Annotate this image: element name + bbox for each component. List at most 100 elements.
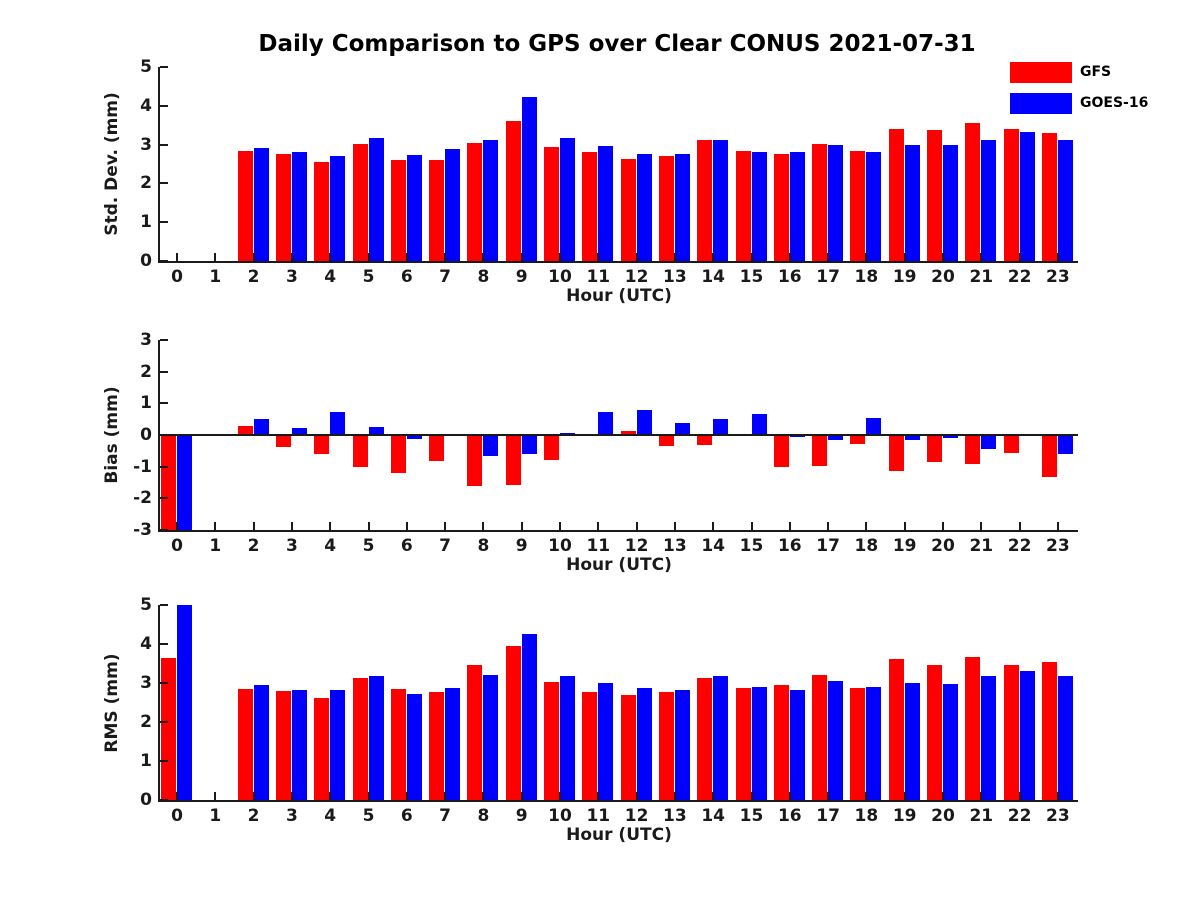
x-tick-label: 7 <box>439 267 452 287</box>
rms-plot-area: 0 1 2 3 4 5 0 1 2 3 4 5 6 7 8 9 10 11 12 13 14 15 16 17 18 19 20 21… <box>140 595 1078 845</box>
x-tick <box>444 253 447 261</box>
x-tick <box>903 792 906 800</box>
gfs-bar <box>735 150 751 261</box>
goes16-bar <box>291 428 307 435</box>
x-tick-label: 19 <box>892 267 917 287</box>
gfs-bar <box>965 657 981 800</box>
gfs-bar <box>850 687 866 800</box>
y-tick <box>160 339 168 341</box>
x-tick-label: 4 <box>324 267 337 287</box>
x-tick <box>635 792 638 800</box>
x-tick <box>176 792 178 800</box>
goes16-bar <box>483 139 499 261</box>
gfs-bar <box>582 691 598 800</box>
x-tick <box>290 522 293 530</box>
gfs-bar <box>620 159 636 261</box>
goes16-bar <box>368 427 384 435</box>
x-tick-label: 19 <box>892 536 917 556</box>
y-tick <box>160 260 168 262</box>
x-tick-label: 7 <box>439 536 452 556</box>
goes16-bar <box>598 412 614 435</box>
x-tick-label: 4 <box>324 806 337 826</box>
x-tick <box>367 792 370 800</box>
x-tick-label: 13 <box>663 536 687 556</box>
x-tick <box>635 253 638 261</box>
x-tick <box>1056 522 1059 530</box>
x-tick-label: 9 <box>515 267 528 287</box>
x-tick <box>367 522 370 530</box>
y-tick <box>160 402 168 405</box>
stddev-y-axis-label: Std. Dev. (mm) <box>102 92 122 236</box>
x-tick-label: 9 <box>515 806 528 826</box>
x-tick-label: 20 <box>931 267 955 287</box>
gfs-bar <box>965 435 981 464</box>
gfs-bar <box>965 122 981 261</box>
x-tick-label: 1 <box>209 536 222 556</box>
y-tick-label: -1 <box>133 456 152 477</box>
goes16-bar <box>598 146 614 261</box>
x-tick-label: 18 <box>854 536 879 556</box>
y-tick <box>160 434 168 436</box>
x-tick <box>788 522 791 530</box>
x-tick-label: 8 <box>477 536 490 556</box>
goes16-bar <box>713 139 729 261</box>
y-tick-label: 1 <box>140 393 152 414</box>
x-tick <box>176 253 178 261</box>
goes16-bar <box>406 693 422 800</box>
y-tick <box>160 682 168 684</box>
x-tick-label: 21 <box>969 806 994 826</box>
gfs-bar <box>161 435 176 530</box>
x-tick <box>329 253 332 261</box>
goes16-bar <box>253 419 269 435</box>
x-tick-label: 19 <box>892 806 917 826</box>
x-tick <box>942 522 944 530</box>
x-tick <box>597 253 600 261</box>
y-tick-label: 3 <box>140 330 152 350</box>
gfs-bar <box>237 150 253 261</box>
y-tick-label: 0 <box>140 790 152 810</box>
gfs-bar <box>544 435 559 461</box>
gfs-bar <box>927 664 942 800</box>
x-tick <box>559 792 561 800</box>
goes16-bar <box>330 690 346 800</box>
x-tick <box>329 792 332 800</box>
gfs-bar <box>467 142 483 261</box>
gfs-bar <box>850 150 866 261</box>
goes16-bar <box>943 435 958 439</box>
gfs-bar <box>314 698 330 800</box>
gfs-bar <box>505 435 521 486</box>
x-tick <box>865 792 868 800</box>
y-tick-label: 0 <box>140 425 152 445</box>
x-tick <box>942 253 944 261</box>
x-tick <box>1056 792 1059 800</box>
gfs-bar <box>237 689 253 800</box>
legend-swatch-gfs <box>1010 62 1072 83</box>
chart-title: Daily Comparison to GPS over Clear CONUS… <box>258 31 976 57</box>
goes16-bar <box>636 687 652 800</box>
gfs-bar <box>544 682 559 800</box>
gfs-bar <box>1003 435 1019 454</box>
legend: GFS GOES-16 <box>1010 62 1190 124</box>
goes16-bar <box>789 152 805 261</box>
gfs-bar <box>237 426 253 435</box>
goes16-bar <box>445 688 461 800</box>
y-tick <box>160 497 168 500</box>
gfs-bar <box>275 154 291 261</box>
goes16-bar <box>445 149 461 261</box>
goes16-bar <box>330 156 346 261</box>
gfs-bar <box>1041 661 1057 800</box>
x-tick-label: 5 <box>362 267 375 287</box>
x-tick-label: 9 <box>515 536 528 556</box>
gfs-bar <box>582 152 598 261</box>
y-tick-label: 4 <box>140 95 152 116</box>
x-tick <box>1018 792 1021 800</box>
goes16-bar <box>904 683 920 800</box>
goes16-bar <box>674 153 690 261</box>
x-tick-label: 15 <box>739 267 764 287</box>
y-tick <box>160 465 168 468</box>
y-tick <box>160 721 168 723</box>
goes16-bar <box>598 683 614 800</box>
goes16-bar <box>904 435 920 440</box>
x-tick-label: 20 <box>931 536 955 556</box>
goes16-bar <box>1057 675 1073 800</box>
